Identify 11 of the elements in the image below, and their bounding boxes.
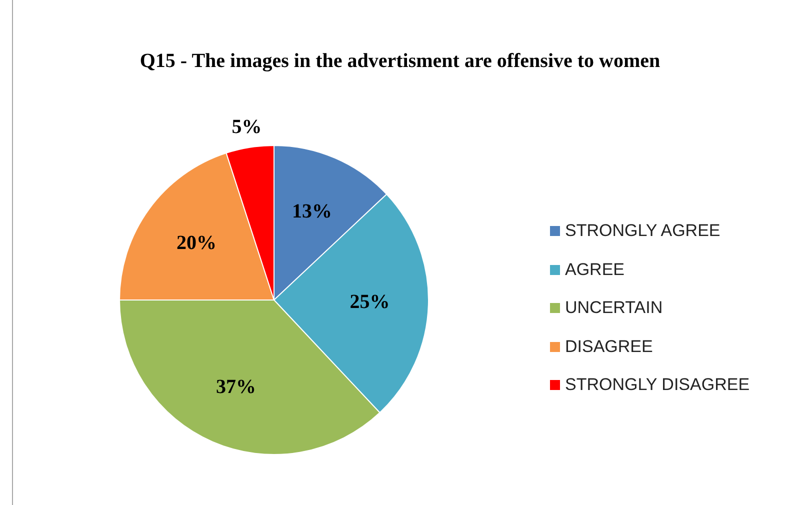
data-label: 37% [216, 376, 256, 398]
data-label: 13% [292, 200, 332, 222]
legend-label: UNCERTAIN [565, 298, 663, 318]
legend-label: STRONGLY DISAGREE [565, 375, 750, 396]
data-label: 5% [232, 116, 262, 138]
legend-label: AGREE [565, 260, 625, 280]
data-label: 20% [176, 232, 217, 254]
legend-label: STRONGLY AGREE [565, 221, 720, 242]
legend-label: DISAGREE [565, 336, 653, 357]
data-label: 25% [350, 291, 390, 314]
chart-title: Q15 - The images in the advertisment are offensive to women [138, 49, 662, 74]
